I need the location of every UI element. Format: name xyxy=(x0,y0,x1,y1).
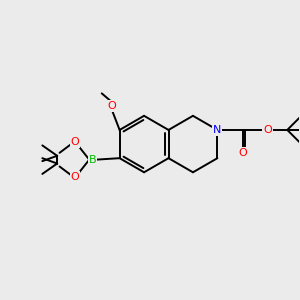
Text: O: O xyxy=(70,137,80,147)
Text: O: O xyxy=(108,101,116,111)
Text: O: O xyxy=(263,125,272,135)
Text: O: O xyxy=(70,172,80,182)
Text: O: O xyxy=(238,148,247,158)
Text: B: B xyxy=(88,155,96,165)
Text: N: N xyxy=(213,125,222,135)
